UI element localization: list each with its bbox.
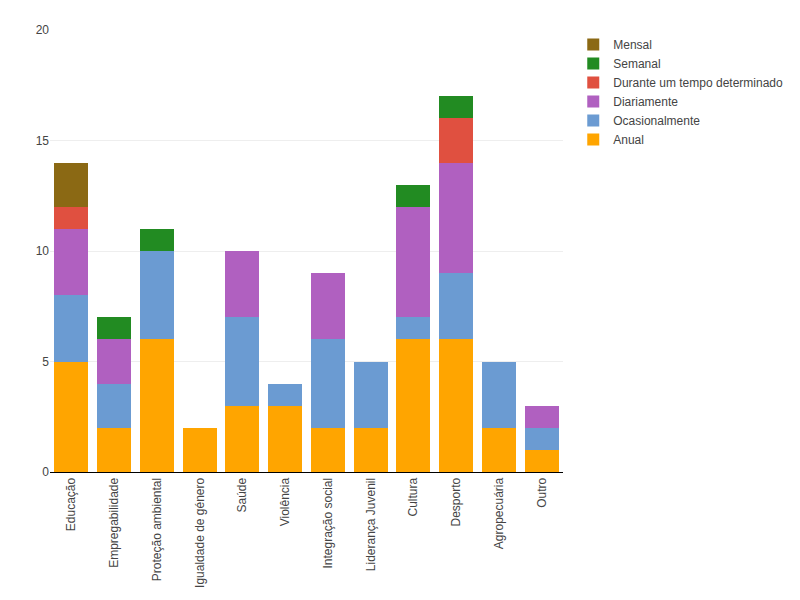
svg-text:20: 20 [36, 23, 50, 37]
svg-text:Saúde: Saúde [235, 477, 249, 512]
svg-text:15: 15 [36, 134, 50, 148]
svg-text:Cultura: Cultura [406, 477, 420, 516]
svg-text:Proteção ambiental: Proteção ambiental [150, 478, 164, 581]
svg-text:Educação: Educação [64, 477, 78, 531]
svg-text:Agropecuária: Agropecuária [492, 477, 506, 549]
svg-text:5: 5 [42, 355, 49, 369]
svg-text:Diariamente: Diariamente [613, 95, 678, 109]
svg-text:Igualdade de género: Igualdade de género [193, 477, 207, 587]
svg-text:Violência: Violência [278, 477, 292, 526]
svg-text:Desporto: Desporto [449, 477, 463, 526]
svg-text:10: 10 [36, 244, 50, 258]
svg-text:0: 0 [42, 465, 49, 479]
svg-text:Anual: Anual [613, 133, 644, 147]
svg-text:Mensal: Mensal [613, 38, 652, 52]
svg-text:Durante um tempo determinado: Durante um tempo determinado [613, 76, 783, 90]
svg-text:Ocasionalmente: Ocasionalmente [613, 114, 700, 128]
svg-text:Outro: Outro [535, 477, 549, 507]
svg-text:Liderança Juvenil: Liderança Juvenil [364, 478, 378, 571]
svg-text:Semanal: Semanal [613, 57, 660, 71]
svg-text:Integração social: Integração social [321, 478, 335, 569]
svg-text:Empregabilidade: Empregabilidade [107, 477, 121, 567]
